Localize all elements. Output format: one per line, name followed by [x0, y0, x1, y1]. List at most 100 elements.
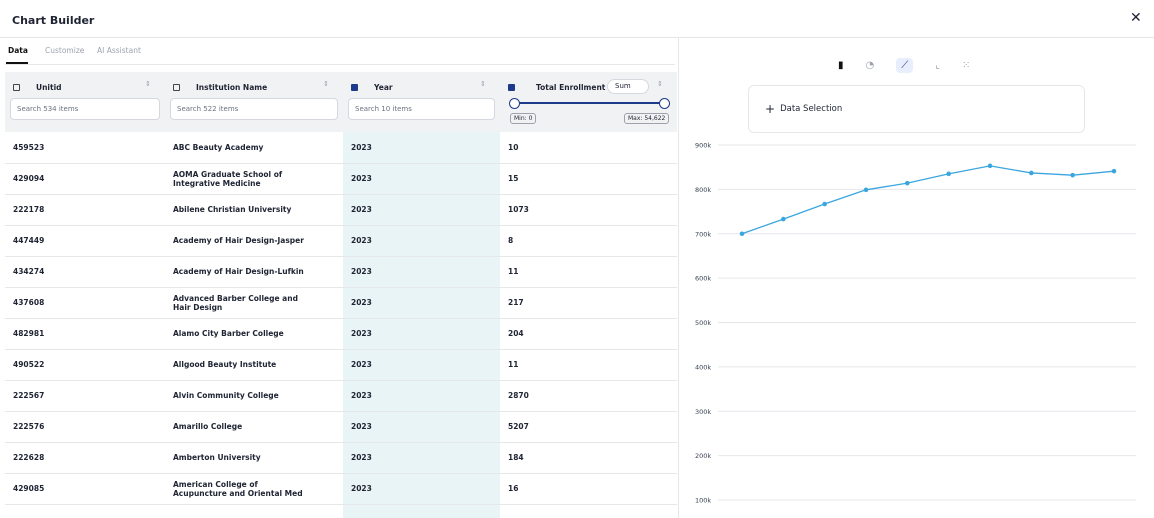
plus-icon: +	[765, 102, 776, 116]
row-divider	[5, 504, 677, 505]
column-checkbox[interactable]	[351, 84, 358, 91]
table-cell: 429085	[13, 484, 45, 493]
area-chart-icon[interactable]: ⌞	[935, 59, 940, 71]
table-cell: Allgood Beauty Institute	[173, 360, 277, 369]
table-cell: 2023	[351, 391, 372, 400]
row-divider	[5, 225, 677, 226]
divider	[0, 37, 1154, 38]
data-point	[822, 201, 827, 207]
data-point	[863, 187, 869, 193]
sort-icon[interactable]: ⇕	[480, 80, 486, 88]
table-cell: 222567	[13, 391, 45, 400]
table-cell: ABC Beauty Academy	[173, 143, 264, 152]
data-point	[1111, 168, 1117, 174]
table-cell: Abilene Christian University	[173, 205, 292, 214]
filter-search[interactable]: Search 10 items	[348, 98, 495, 120]
line-chart-icon[interactable]: ⟋	[896, 57, 914, 73]
panel-divider	[678, 38, 679, 518]
table-cell: 222628	[13, 453, 45, 462]
y-tick-label: 600k	[695, 275, 711, 283]
table-cell: 2023	[351, 236, 372, 245]
column-header: Unitid	[36, 83, 62, 92]
data-point	[946, 171, 951, 177]
filter-search[interactable]: Search 522 items	[170, 98, 338, 120]
column-header: Total Enrollment	[536, 83, 606, 92]
sort-icon[interactable]: ⇕	[657, 80, 663, 88]
table-cell: 2023	[351, 360, 372, 369]
aggregate-select[interactable]: Sum	[607, 79, 649, 94]
y-tick-label: 100k	[695, 497, 711, 505]
table-cell: 2023	[351, 267, 372, 276]
table-cell: 11	[508, 267, 519, 276]
table-cell: AOMA Graduate School of Integrative Medi…	[173, 169, 283, 188]
range-handle[interactable]	[509, 98, 520, 109]
table-cell: 2023	[351, 484, 372, 493]
y-tick-label: 400k	[695, 363, 711, 371]
column-checkbox[interactable]	[173, 84, 180, 91]
tab-underline	[5, 64, 675, 65]
table-cell: 2870	[508, 391, 529, 400]
close-button[interactable]: ✕	[1130, 10, 1142, 26]
table-cell: 8	[508, 236, 514, 245]
tab[interactable]: Customize	[45, 46, 85, 55]
window-title: Chart Builder	[12, 14, 95, 27]
table-cell: 2023	[351, 205, 372, 214]
table-cell: 2023	[351, 298, 372, 307]
table-cell: 184	[508, 453, 524, 462]
pie-chart-icon[interactable]: ◔	[865, 59, 875, 71]
table-cell: 459523	[13, 143, 45, 152]
table-cell: Academy of Hair Design-Lufkin	[173, 267, 304, 276]
table-cell: 490522	[13, 360, 45, 369]
data-point	[739, 231, 745, 237]
data-point	[1070, 172, 1075, 178]
table-cell: 204	[508, 329, 524, 338]
table-cell: 429094	[13, 174, 45, 183]
tab[interactable]: AI Assistant	[97, 46, 141, 55]
row-divider	[5, 473, 677, 474]
table-cell: 222178	[13, 205, 45, 214]
chart-type-bar: ▮ ◔ ⟋ ⌞ ⁙	[838, 55, 1013, 75]
year-column-bg	[343, 132, 500, 518]
table-cell: 434274	[13, 267, 45, 276]
tab[interactable]: Data	[8, 46, 28, 55]
sort-icon[interactable]: ⇕	[145, 80, 151, 88]
column-header: Year	[374, 83, 393, 92]
row-divider	[5, 318, 677, 319]
column-checkbox[interactable]	[13, 84, 20, 91]
table-cell: 5207	[508, 422, 529, 431]
sort-icon[interactable]: ⇕	[323, 80, 329, 88]
filter-search[interactable]: Search 534 items	[10, 98, 160, 120]
table-cell: Alamo City Barber College	[173, 329, 284, 338]
data-point	[1029, 170, 1034, 176]
range-min: Min: 0	[510, 113, 537, 124]
table-cell: 222576	[13, 422, 45, 431]
row-divider	[5, 442, 677, 443]
table-cell: Alvin Community College	[173, 391, 279, 400]
data-selection-button[interactable]: + Data Selection	[748, 85, 1085, 133]
y-tick-label: 300k	[695, 408, 711, 416]
column-checkbox[interactable]	[508, 84, 515, 91]
table-cell: 482981	[13, 329, 45, 338]
table-cell: Academy of Hair Design-Jasper	[173, 236, 304, 245]
table-cell: 2023	[351, 329, 372, 338]
active-tab-indicator	[6, 62, 28, 64]
scatter-chart-icon[interactable]: ⁙	[961, 59, 971, 71]
range-max: Max: 54,622	[624, 113, 670, 124]
table-cell: 217	[508, 298, 524, 307]
row-divider	[5, 380, 677, 381]
bar-chart-icon[interactable]: ▮	[838, 59, 844, 71]
table-cell: Amarillo College	[173, 422, 243, 431]
table-cell: 2023	[351, 143, 372, 152]
row-divider	[5, 256, 677, 257]
table-cell: 2023	[351, 453, 372, 462]
table-cell: 15	[508, 174, 519, 183]
table-cell: 10	[508, 143, 519, 152]
table-cell: 2023	[351, 422, 372, 431]
data-point	[905, 180, 910, 186]
row-divider	[5, 411, 677, 412]
table-cell: 11	[508, 360, 519, 369]
range-handle[interactable]	[659, 98, 670, 109]
data-selection-label: Data Selection	[780, 104, 843, 114]
table-cell: 1073	[508, 205, 529, 214]
